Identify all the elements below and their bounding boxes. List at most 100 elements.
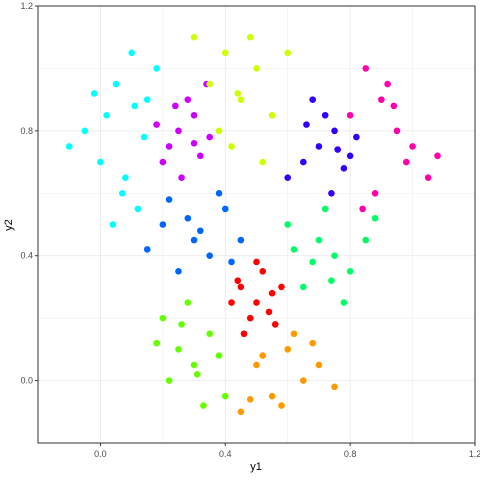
data-point (190, 111, 198, 119)
data-point (190, 33, 198, 41)
data-point (175, 127, 182, 135)
data-point (172, 102, 179, 110)
data-point (246, 33, 254, 41)
data-point (206, 133, 213, 141)
data-point (268, 289, 276, 297)
data-point (178, 321, 185, 328)
data-point (290, 246, 298, 253)
data-point (253, 361, 260, 369)
data-point (234, 90, 242, 97)
data-point (190, 140, 198, 147)
data-point (175, 268, 182, 275)
series-9 (153, 299, 229, 409)
data-point (65, 143, 73, 150)
panel-border (37, 5, 476, 444)
data-point (97, 158, 104, 166)
data-point (353, 133, 360, 141)
data-point (340, 299, 348, 306)
data-point (346, 152, 354, 160)
data-point (346, 268, 354, 275)
data-point (309, 96, 316, 103)
y-tick-label: 0.4 (20, 251, 33, 261)
data-point (153, 339, 160, 347)
data-point (159, 158, 167, 166)
data-point (122, 174, 129, 181)
data-point (403, 158, 410, 166)
data-point (131, 102, 139, 110)
data-point (165, 143, 173, 150)
data-point (190, 361, 198, 369)
data-point (253, 258, 260, 266)
data-point (393, 127, 401, 135)
data-point (259, 352, 267, 359)
data-point (215, 127, 223, 135)
series-3 (190, 33, 292, 166)
data-point (215, 189, 223, 197)
series-5 (346, 65, 441, 213)
data-point (278, 283, 285, 291)
data-point (424, 174, 432, 181)
data-point (200, 402, 207, 409)
data-point (300, 158, 307, 166)
data-point (321, 205, 329, 213)
data-point (237, 96, 245, 103)
data-point (240, 330, 248, 338)
x-tick-label: 0.0 (94, 449, 107, 459)
data-point (184, 96, 192, 103)
data-point (253, 299, 260, 306)
data-point (331, 252, 338, 260)
data-point (321, 111, 329, 119)
data-point (206, 80, 213, 88)
data-point (346, 111, 354, 119)
series-4 (284, 96, 360, 197)
data-point (165, 377, 173, 384)
y-tick-label: 1.2 (20, 1, 33, 11)
data-point (259, 158, 267, 166)
data-point (390, 102, 398, 110)
data-point (278, 402, 285, 409)
data-point (384, 80, 391, 88)
data-points (65, 33, 441, 416)
data-point (303, 121, 310, 128)
x-axis-title: y1 (250, 461, 262, 473)
data-point (284, 346, 292, 353)
data-point (140, 133, 148, 141)
data-point (143, 96, 151, 103)
data-point (315, 361, 323, 369)
series-7 (284, 205, 379, 306)
data-point (197, 227, 204, 235)
data-point (90, 90, 98, 97)
data-point (315, 236, 323, 244)
data-point (259, 268, 267, 275)
data-point (268, 392, 276, 400)
data-point (184, 214, 192, 222)
data-point (221, 49, 229, 57)
data-point (228, 258, 235, 266)
y-axis-title: y2 (3, 219, 15, 231)
data-point (309, 258, 316, 266)
data-point (265, 308, 273, 316)
data-point (237, 236, 245, 244)
y-tick-label: 0.8 (20, 126, 33, 136)
data-point (118, 189, 126, 197)
data-point (334, 146, 341, 153)
data-point (300, 283, 307, 291)
data-point (206, 330, 213, 338)
data-point (284, 49, 292, 57)
data-point (309, 339, 316, 347)
data-point (300, 377, 307, 384)
data-point (234, 277, 242, 284)
data-point (331, 383, 338, 391)
data-point (159, 314, 167, 322)
data-point (253, 65, 260, 72)
data-point (268, 111, 276, 119)
data-point (197, 152, 204, 160)
data-point (371, 214, 379, 222)
x-axis-ticks: 0.0 0.4 0.8 1.2 (94, 443, 480, 459)
data-point (190, 236, 198, 244)
data-point (228, 143, 235, 150)
x-tick-label: 1.2 (469, 449, 480, 459)
data-point (159, 221, 167, 228)
data-point (328, 277, 335, 284)
data-point (362, 65, 370, 72)
